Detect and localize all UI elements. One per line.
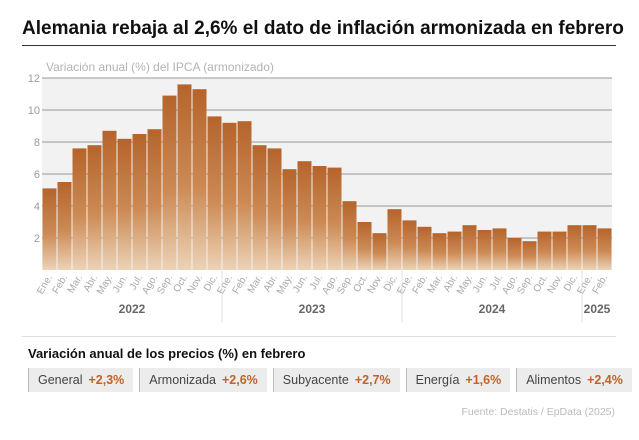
bar[interactable]	[447, 231, 462, 270]
x-tick-label: Jun.	[291, 273, 310, 295]
y-tick-label: 12	[28, 73, 40, 85]
bar[interactable]	[72, 148, 87, 270]
x-tick-label: Jun.	[111, 273, 130, 295]
bar[interactable]	[372, 233, 387, 270]
bar[interactable]	[582, 225, 597, 270]
summary-pill: Armonizada +2,6%	[139, 368, 267, 392]
x-tick-label: Ene.	[395, 273, 415, 296]
pill-label: General	[38, 373, 83, 387]
x-tick-label: Sep.	[335, 273, 355, 296]
section-divider	[22, 336, 616, 337]
bar[interactable]	[57, 182, 72, 270]
x-tick-label: Ene.	[215, 273, 235, 296]
summary-title: Variación anual de los precios (%) en fe…	[28, 346, 306, 361]
bar[interactable]	[402, 220, 417, 270]
y-tick-label: 6	[34, 169, 40, 181]
x-tick-label: Feb.	[591, 273, 611, 296]
bar[interactable]	[297, 161, 312, 270]
bar[interactable]	[87, 145, 102, 270]
pill-value: +2,6%	[221, 373, 258, 387]
chart-title: Alemania rebaja al 2,6% el dato de infla…	[22, 18, 624, 39]
bar[interactable]	[42, 188, 57, 270]
bar[interactable]	[522, 241, 537, 270]
x-tick-label: Mar.	[246, 273, 265, 295]
x-tick-label: Feb.	[231, 273, 251, 296]
title-rule	[22, 45, 616, 46]
y-tick-label: 2	[34, 233, 40, 245]
bar[interactable]	[252, 145, 267, 270]
bar[interactable]	[477, 230, 492, 270]
summary-pill: Alimentos +2,4%	[516, 368, 632, 392]
x-tick-label: Feb.	[51, 273, 71, 296]
pill-value: +2,7%	[354, 373, 391, 387]
source-note: Fuente: Destatis / EpData (2025)	[461, 406, 616, 418]
bar[interactable]	[567, 225, 582, 270]
y-tick-label: 8	[34, 137, 40, 149]
bar[interactable]	[357, 222, 372, 270]
year-label: 2023	[299, 302, 326, 316]
bar[interactable]	[327, 167, 342, 270]
pill-value: +2,3%	[88, 373, 125, 387]
bar[interactable]	[177, 84, 192, 271]
x-tick-label: Nov.	[546, 273, 565, 296]
pill-label: Energía	[415, 373, 460, 387]
bar[interactable]	[207, 116, 222, 271]
summary-pills: General +2,3% Armonizada +2,6% Subyacente +2,…	[28, 368, 632, 392]
bar[interactable]	[147, 129, 162, 270]
bar[interactable]	[597, 228, 612, 270]
summary-pill: Subyacente +2,7%	[272, 368, 400, 392]
bar[interactable]	[192, 89, 207, 270]
pill-label: Subyacente	[282, 373, 349, 387]
pill-label: Armonizada	[149, 373, 216, 387]
bar[interactable]	[132, 134, 147, 270]
x-tick-label: Nov.	[186, 273, 205, 296]
bar[interactable]	[462, 225, 477, 270]
summary-pill: General +2,3%	[28, 368, 134, 392]
x-tick-label: Jun.	[471, 273, 490, 295]
bar[interactable]	[432, 233, 447, 270]
y-tick-label: 10	[28, 105, 40, 117]
inflation-bar-chart: Variación anual (%) del IPCA (armonizado…	[28, 60, 612, 322]
bar[interactable]	[492, 228, 507, 270]
summary-pill: Energía +1,6%	[405, 368, 511, 392]
x-tick-label: Ene.	[575, 273, 595, 296]
x-tick-label: Ene.	[35, 273, 55, 296]
x-tick-label: Sep.	[515, 273, 535, 296]
bar[interactable]	[387, 209, 402, 270]
bar[interactable]	[537, 231, 552, 270]
bar[interactable]	[552, 231, 567, 270]
bar[interactable]	[102, 130, 117, 270]
pill-value: +2,4%	[587, 373, 623, 387]
bar[interactable]	[162, 95, 177, 270]
bar[interactable]	[312, 166, 327, 270]
bar[interactable]	[117, 138, 132, 270]
bar[interactable]	[342, 201, 357, 270]
bar[interactable]	[237, 121, 252, 270]
x-tick-label: May.	[95, 273, 115, 297]
bar[interactable]	[507, 238, 522, 270]
x-tick-label: May.	[275, 273, 295, 297]
bar[interactable]	[222, 122, 237, 270]
x-tick-label: Mar.	[66, 273, 85, 295]
chart-subtitle: Variación anual (%) del IPCA (armonizado…	[46, 60, 274, 74]
bar[interactable]	[267, 148, 282, 270]
x-tick-label: May.	[455, 273, 475, 297]
pill-label: Alimentos	[526, 373, 582, 387]
year-label: 2022	[119, 302, 146, 316]
bar[interactable]	[417, 226, 432, 270]
y-tick-label: 4	[34, 201, 40, 213]
year-label: 2024	[479, 302, 506, 316]
bar[interactable]	[282, 169, 297, 270]
x-tick-label: Nov.	[366, 273, 385, 296]
x-tick-label: Mar.	[426, 273, 445, 295]
pill-value: +1,6%	[465, 373, 502, 387]
year-label: 2025	[584, 302, 611, 316]
x-tick-label: Sep.	[155, 273, 175, 296]
x-tick-label: Feb.	[411, 273, 431, 296]
